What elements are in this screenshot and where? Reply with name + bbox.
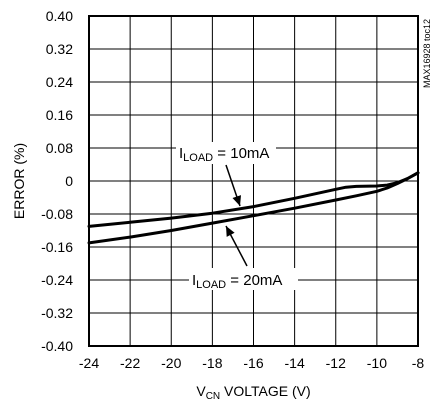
y-tick-label: 0.08 — [46, 140, 73, 156]
series-lines — [87, 171, 420, 245]
arrow-10ma — [225, 164, 241, 207]
label-bg-20ma — [189, 268, 298, 290]
series-label-20ma: ILOAD = 20mA — [192, 272, 282, 291]
x-axis-label: VCN VOLTAGE (V) — [196, 383, 310, 402]
series-label-10ma: ILOAD = 10mA — [179, 145, 269, 164]
arrow-10ma-head — [232, 195, 241, 206]
x-tick-label: -14 — [285, 355, 305, 371]
y-axis-label: ERROR (%) — [11, 143, 27, 219]
y-tick-label: 0.16 — [46, 107, 73, 123]
x-axis-label-suffix: VOLTAGE (V) — [220, 383, 311, 399]
grid-lines — [89, 16, 418, 346]
x-axis-label-prefix: V — [196, 383, 206, 399]
y-tick-label: 0.24 — [46, 74, 73, 90]
series-label-20ma-sub: LOAD — [196, 279, 226, 291]
series-label-10ma-prefix: I — [179, 145, 183, 162]
y-tick-label: -0.24 — [41, 272, 73, 288]
series-label-10ma-sub: LOAD — [183, 152, 213, 164]
x-tick-label: -24 — [79, 355, 99, 371]
tick-labels: -24 -22 -20 -18 -16 -14 -12 -10 -8 0.40 0.32 0.24 0.… — [41, 8, 424, 371]
annotations — [176, 142, 298, 290]
series-line-20ma — [87, 171, 420, 245]
x-axis-label-sub: CN — [206, 391, 220, 402]
side-note: MAX16928 toc12 — [422, 19, 432, 88]
x-tick-label: -22 — [120, 355, 140, 371]
x-tick-label: -20 — [161, 355, 181, 371]
label-bg-10ma — [176, 142, 276, 164]
y-tick-label: -0.40 — [41, 338, 73, 354]
x-tick-label: -18 — [202, 355, 222, 371]
y-tick-label: 0.32 — [46, 41, 73, 57]
y-tick-label: 0.40 — [46, 8, 73, 24]
y-tick-label: -0.08 — [41, 206, 73, 222]
x-tick-label: -10 — [367, 355, 387, 371]
x-tick-label: -8 — [412, 355, 425, 371]
series-label-20ma-suffix: = 20mA — [226, 272, 282, 289]
x-tick-label: -16 — [243, 355, 263, 371]
plot-frame — [88, 15, 419, 347]
series-label-10ma-suffix: = 10mA — [213, 145, 269, 162]
x-tick-label: -12 — [326, 355, 346, 371]
y-tick-label: -0.16 — [41, 239, 73, 255]
arrow-20ma — [225, 225, 248, 267]
y-tick-label: -0.32 — [41, 305, 73, 321]
series-label-20ma-prefix: I — [192, 272, 196, 289]
arrow-20ma-head — [226, 226, 235, 237]
y-tick-label: 0 — [65, 173, 73, 189]
